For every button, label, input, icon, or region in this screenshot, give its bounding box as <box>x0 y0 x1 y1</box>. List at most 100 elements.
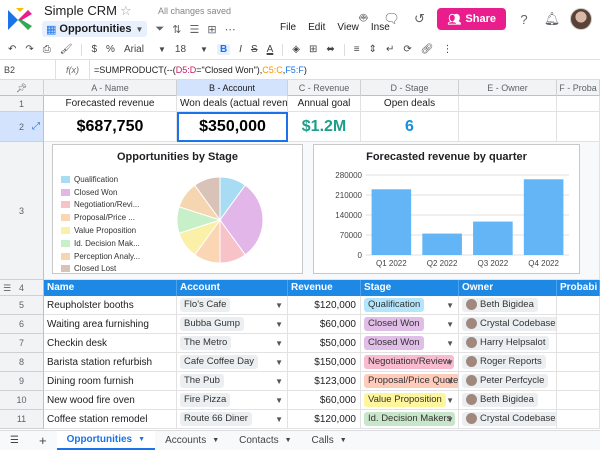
star-icon[interactable]: ☆ <box>120 3 132 18</box>
cell-revenue[interactable]: $60,000 <box>288 315 361 334</box>
cell-revenue[interactable]: $120,000 <box>288 296 361 315</box>
font-select[interactable]: Arial ▼ <box>124 44 166 55</box>
cell-name[interactable]: Waiting area furnishing <box>44 315 177 334</box>
cell-probability[interactable] <box>557 315 600 334</box>
cell-owner[interactable]: Beth Bigidea <box>459 296 557 315</box>
cell-account[interactable]: The Pub ▼ <box>177 372 288 391</box>
chevron-down-icon[interactable]: ▼ <box>275 339 283 348</box>
row-header[interactable]: 6 <box>0 315 44 334</box>
wrap-icon[interactable]: ↵ <box>386 44 395 55</box>
align-icon[interactable]: ≡ <box>353 44 360 55</box>
row-header[interactable]: 1 <box>0 96 44 112</box>
cell-name[interactable]: New wood fire oven <box>44 391 177 410</box>
cell-name[interactable]: Coffee station remodel <box>44 410 177 429</box>
row-header[interactable]: 5 <box>0 296 44 315</box>
more-options-icon[interactable]: ⋯ <box>224 23 236 36</box>
corner-cell[interactable]: 📌︎ <box>0 80 44 96</box>
cell-owner[interactable]: Crystal Codebase <box>459 315 557 334</box>
empty-cell[interactable] <box>459 96 557 112</box>
group-icon[interactable]: ☰ <box>189 23 200 36</box>
borders-icon[interactable]: ⊞ <box>309 44 318 55</box>
tab-accounts[interactable]: Accounts ▼ <box>155 431 229 450</box>
summary-label[interactable]: Won deals (actual revenue) <box>177 96 288 112</box>
menu-view[interactable]: View <box>337 22 359 33</box>
menu-edit[interactable]: Edit <box>308 22 326 33</box>
cell-reference[interactable]: B2 <box>0 60 56 79</box>
cell-revenue[interactable]: $150,000 <box>288 353 361 372</box>
app-logo-icon[interactable] <box>6 6 34 34</box>
cell-probability[interactable] <box>557 372 600 391</box>
cell-revenue[interactable]: $60,000 <box>288 391 361 410</box>
row-header[interactable]: 3 <box>0 142 44 280</box>
chevron-down-icon[interactable]: ▼ <box>446 358 454 367</box>
open-deals-value[interactable]: 6 <box>361 112 459 142</box>
sort-icon[interactable]: ⇅ <box>172 23 182 36</box>
percent-icon[interactable]: % <box>106 44 115 55</box>
italic-button[interactable]: I <box>239 44 242 55</box>
cell-stage[interactable]: Closed Won ▼ <box>361 315 459 334</box>
cell-probability[interactable] <box>557 296 600 315</box>
cell-name[interactable]: Checkin desk <box>44 334 177 353</box>
cell-account[interactable]: Flo's Cafe ▼ <box>177 296 288 315</box>
cell-stage[interactable]: Proposal/Price Quote ▼ <box>361 372 459 391</box>
table-header-owner[interactable]: Owner <box>459 280 557 296</box>
filter-icon[interactable]: ⏷ <box>155 22 165 35</box>
cell-stage[interactable]: Closed Won ▼ <box>361 334 459 353</box>
cell-probability[interactable] <box>557 334 600 353</box>
chevron-down-icon[interactable]: ▼ <box>446 339 454 348</box>
cell-revenue[interactable]: $50,000 <box>288 334 361 353</box>
chevron-down-icon[interactable]: ▼ <box>275 358 283 367</box>
cell-stage[interactable]: Value Proposition ▼ <box>361 391 459 410</box>
link-icon[interactable]: 🔗︎ <box>420 44 434 55</box>
chevron-down-icon[interactable]: ▼ <box>446 377 454 386</box>
strikethrough-button[interactable]: S <box>250 44 258 55</box>
row-header[interactable]: 8 <box>0 353 44 372</box>
summary-label[interactable]: Forecasted revenue <box>44 96 177 112</box>
rotate-icon[interactable]: ⟳ <box>403 44 412 55</box>
table-header-revenue[interactable]: Revenue <box>288 280 361 296</box>
more-options-icon[interactable]: ⋮ <box>442 44 453 55</box>
pie-chart-panel[interactable]: Opportunities by Stage Qualification Clos… <box>52 144 303 274</box>
history-icon[interactable]: ↺ <box>414 11 425 26</box>
summary-label[interactable]: Annual goal <box>288 96 361 112</box>
tab-contacts[interactable]: Contacts ▼ <box>229 431 301 450</box>
empty-cell[interactable] <box>459 112 557 142</box>
bold-button[interactable]: B <box>216 44 231 55</box>
chevron-down-icon[interactable]: ▼ <box>275 301 283 310</box>
cell-owner[interactable]: Peter Perfcycle <box>459 372 557 391</box>
share-button[interactable]: 👥︎ Share <box>437 8 506 30</box>
column-header-c[interactable]: C - Revenue <box>288 80 361 96</box>
cell-owner[interactable]: Harry Helpsalot <box>459 334 557 353</box>
valign-icon[interactable]: ⇕ <box>368 44 378 55</box>
table-header-account[interactable]: Account <box>177 280 288 296</box>
cell-account[interactable]: Fire Pizza ▼ <box>177 391 288 410</box>
undo-icon[interactable]: ↶ <box>8 44 17 55</box>
cell-account[interactable]: Bubba Gump ▼ <box>177 315 288 334</box>
cell-owner[interactable]: Crystal Codebase <box>459 410 557 429</box>
won-deals-value[interactable]: $350,000 <box>177 112 288 142</box>
add-sheet-icon[interactable]: + <box>38 433 47 448</box>
sheets-menu-icon[interactable]: ☰ <box>10 435 19 446</box>
currency-icon[interactable]: $ <box>91 44 98 55</box>
empty-cell[interactable] <box>557 96 600 112</box>
chevron-down-icon[interactable]: ▼ <box>446 415 454 424</box>
column-header-b[interactable]: B - Account <box>177 80 288 96</box>
robot-icon[interactable]: 🤖︎ <box>359 10 368 25</box>
table-header-stage[interactable]: Stage <box>361 280 459 296</box>
chevron-down-icon[interactable]: ▼ <box>275 396 283 405</box>
cell-owner[interactable]: Beth Bigidea <box>459 391 557 410</box>
cell-stage[interactable]: Negotiation/Review ▼ <box>361 353 459 372</box>
cell-probability[interactable] <box>557 353 600 372</box>
cell-name[interactable]: Dining room furnish <box>44 372 177 391</box>
cell-revenue[interactable]: $123,000 <box>288 372 361 391</box>
bell-icon[interactable]: 🔔︎ <box>543 11 561 26</box>
help-icon[interactable]: ? <box>520 11 528 27</box>
forecasted-revenue-value[interactable]: $687,750 <box>44 112 177 142</box>
table-header-probability[interactable]: Probabi <box>557 280 600 296</box>
column-header-e[interactable]: E - Owner <box>459 80 557 96</box>
cell-account[interactable]: The Metro ▼ <box>177 334 288 353</box>
cell-owner[interactable]: Roger Reports <box>459 353 557 372</box>
user-avatar[interactable] <box>570 8 592 30</box>
cell-probability[interactable] <box>557 410 600 429</box>
font-size-select[interactable]: 18 ▼ <box>175 44 208 55</box>
